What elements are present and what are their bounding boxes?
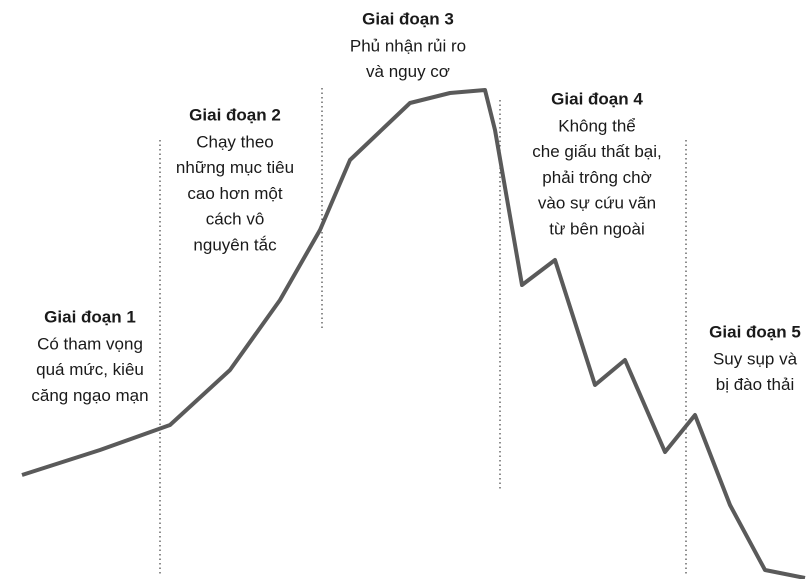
- stage-description: nguyên tắc: [193, 235, 277, 254]
- stage-description: bị đào thải: [716, 375, 794, 394]
- stage-description: Chạy theo: [196, 132, 274, 151]
- stage-description: cách vô: [206, 210, 265, 229]
- trend-curve: [21, 88, 806, 579]
- stage-description: phải trông chờ: [542, 168, 651, 187]
- stage-title: Giai đoạn 1: [44, 307, 136, 326]
- stage-title: Giai đoạn 5: [709, 322, 801, 341]
- stage-title: Giai đoạn 3: [362, 9, 454, 28]
- stage-description: Suy sụp và: [713, 349, 798, 368]
- stage-description: Không thể: [558, 116, 636, 135]
- stage-description: Có tham vọng: [37, 334, 143, 353]
- stage-description: quá mức, kiêu: [36, 360, 144, 379]
- stage-description: vào sự cứu vãn: [538, 194, 656, 213]
- stage-description: cao hơn một: [187, 184, 283, 203]
- stage-title: Giai đoạn 4: [551, 89, 643, 108]
- stage-description: Phủ nhận rủi ro: [350, 36, 466, 55]
- stage-description: căng ngạo mạn: [31, 386, 148, 405]
- stage-description: từ bên ngoài: [549, 219, 645, 238]
- stage-description: che giấu thất bại,: [532, 142, 661, 161]
- stage-description: và nguy cơ: [366, 62, 450, 81]
- stage-description: những mục tiêu: [176, 158, 294, 177]
- stage-title: Giai đoạn 2: [189, 105, 281, 124]
